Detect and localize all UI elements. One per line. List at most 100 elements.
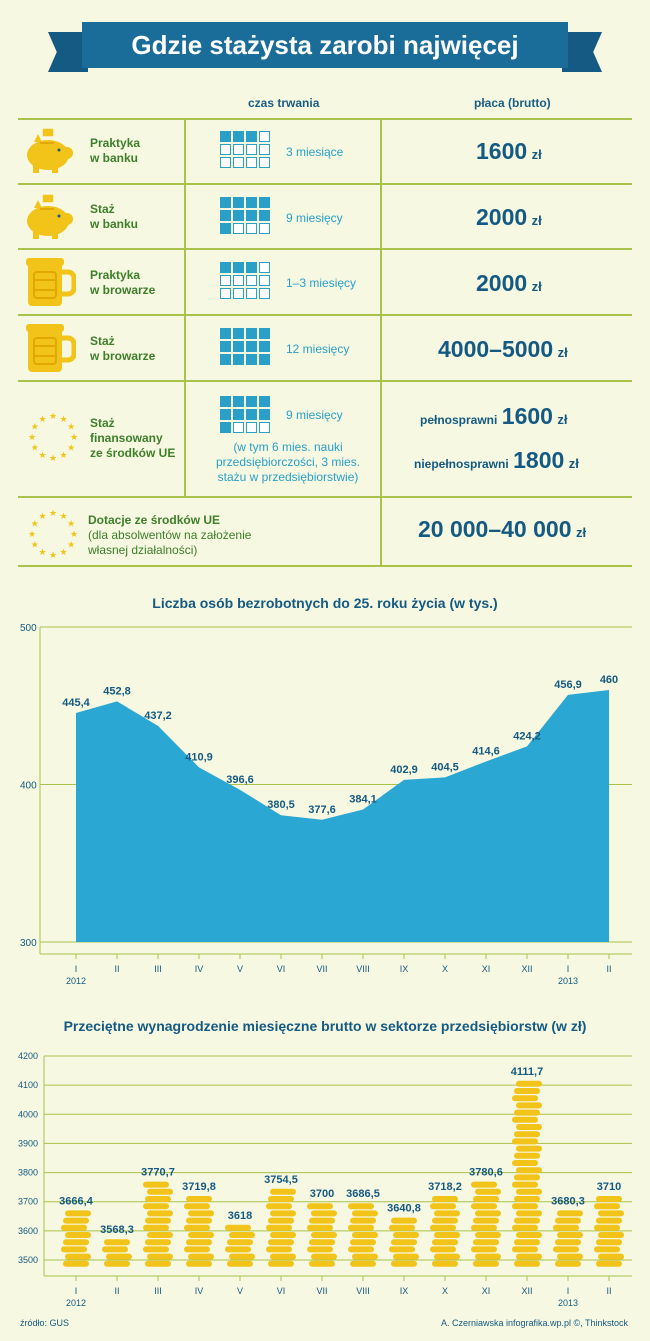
coin <box>432 1239 458 1246</box>
month-cell <box>220 396 231 407</box>
x-tick-label: IV <box>195 964 204 974</box>
x-tick-label: I <box>567 1286 570 1296</box>
chart-title-wages: Przeciętne wynagrodzenie miesięczne brut… <box>63 1018 587 1034</box>
row-name: Dotacje ze środków UE (dla absolwentów na… <box>88 513 252 557</box>
coin <box>307 1246 333 1253</box>
coin <box>594 1224 620 1231</box>
coin <box>311 1210 337 1217</box>
x-tick-label: IV <box>195 1286 204 1296</box>
coin <box>471 1181 497 1188</box>
eu-star: ★ <box>49 453 57 463</box>
month-cell <box>246 396 257 407</box>
coin <box>512 1160 538 1166</box>
x-tick-label: XII <box>521 964 532 974</box>
coin <box>557 1232 583 1238</box>
coin <box>229 1253 255 1260</box>
data-label: 3640,8 <box>387 1203 421 1215</box>
data-label: 380,5 <box>267 799 295 811</box>
data-label: 452,8 <box>103 685 131 697</box>
data-label: 414,6 <box>472 746 500 758</box>
month-cell <box>246 157 257 168</box>
coin <box>184 1224 210 1231</box>
table-line <box>18 314 632 316</box>
coin-stack-bar <box>307 1203 337 1267</box>
coin-stack-bar <box>225 1224 255 1267</box>
coin <box>227 1239 253 1246</box>
coin <box>512 1246 538 1253</box>
data-label: 396,6 <box>226 774 254 786</box>
eu-star: ★ <box>70 529 78 539</box>
coin <box>268 1239 294 1246</box>
coin-stack-bar <box>389 1217 419 1267</box>
row-pay-able: pełnosprawni 1600 zł <box>420 403 568 429</box>
coin <box>63 1239 89 1246</box>
coin <box>102 1246 128 1253</box>
month-cell <box>233 396 244 407</box>
data-label: 3680,3 <box>551 1195 585 1207</box>
coin <box>104 1260 130 1267</box>
coin <box>184 1246 210 1253</box>
beer-mug-icon <box>26 324 76 372</box>
coin <box>512 1138 538 1145</box>
coin <box>184 1203 210 1210</box>
month-cell <box>233 354 244 365</box>
coin <box>61 1246 87 1253</box>
coin <box>430 1224 456 1231</box>
data-label: 3770,7 <box>141 1167 175 1179</box>
coin <box>475 1232 501 1238</box>
x-tick-label: XII <box>521 1286 532 1296</box>
month-cell <box>220 223 231 234</box>
month-cell <box>233 197 244 208</box>
coin <box>391 1217 417 1224</box>
coin <box>514 1196 540 1202</box>
coin <box>512 1203 538 1210</box>
row-duration: 12 miesięcy <box>286 342 350 356</box>
table-line <box>18 183 632 185</box>
month-cell <box>220 262 231 273</box>
month-cell <box>259 354 270 365</box>
coin <box>311 1232 337 1238</box>
table-line <box>18 248 632 250</box>
eu-star: ★ <box>67 443 75 453</box>
x-tick-label: II <box>606 964 611 974</box>
coin <box>598 1210 624 1217</box>
coin <box>65 1232 91 1238</box>
coin-stack-bar <box>512 1080 542 1267</box>
eu-star: ★ <box>49 550 57 560</box>
month-cell <box>246 144 257 155</box>
data-label: 384,1 <box>349 794 377 806</box>
coin <box>434 1232 460 1238</box>
coin <box>145 1217 171 1224</box>
month-cell <box>259 157 270 168</box>
month-cell <box>246 288 257 299</box>
coin <box>106 1253 132 1260</box>
data-label: 437,2 <box>144 710 172 722</box>
coin <box>389 1224 415 1231</box>
year-label: 2013 <box>558 976 578 986</box>
coin <box>186 1196 212 1202</box>
credit-note: A. Czerniawska infografika.wp.pl ©, Thin… <box>440 1318 628 1328</box>
coin <box>145 1196 171 1202</box>
coin <box>471 1224 497 1231</box>
unemployment-area-chart: 300400500445,4I452,8II437,2III410,9IV396… <box>20 623 632 986</box>
x-tick-label: II <box>114 964 119 974</box>
x-tick-label: VIII <box>356 1286 370 1296</box>
coin <box>598 1232 624 1238</box>
data-label: 3718,2 <box>428 1181 462 1193</box>
month-cell <box>259 275 270 286</box>
coin <box>229 1232 255 1238</box>
coin <box>553 1246 579 1253</box>
coin <box>434 1210 460 1217</box>
data-label: 3700 <box>310 1188 334 1200</box>
month-cell <box>259 210 270 221</box>
data-label: 424,2 <box>513 730 541 742</box>
data-label: 460 <box>600 674 618 686</box>
eu-star: ★ <box>59 414 67 424</box>
month-cell <box>259 262 270 273</box>
coin <box>225 1246 251 1253</box>
coin <box>270 1210 296 1217</box>
month-cell <box>246 197 257 208</box>
coin <box>143 1224 169 1231</box>
eu-star: ★ <box>59 450 67 460</box>
x-tick-label: VII <box>316 1286 327 1296</box>
